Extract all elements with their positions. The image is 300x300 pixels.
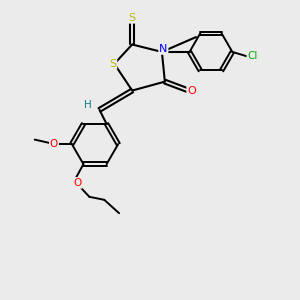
Text: S: S bbox=[129, 13, 136, 23]
Text: O: O bbox=[50, 139, 58, 149]
Text: O: O bbox=[74, 178, 82, 188]
Text: O: O bbox=[187, 85, 196, 96]
Text: S: S bbox=[109, 59, 116, 69]
Text: H: H bbox=[84, 100, 92, 110]
Text: Cl: Cl bbox=[248, 51, 258, 62]
Text: N: N bbox=[159, 44, 168, 54]
